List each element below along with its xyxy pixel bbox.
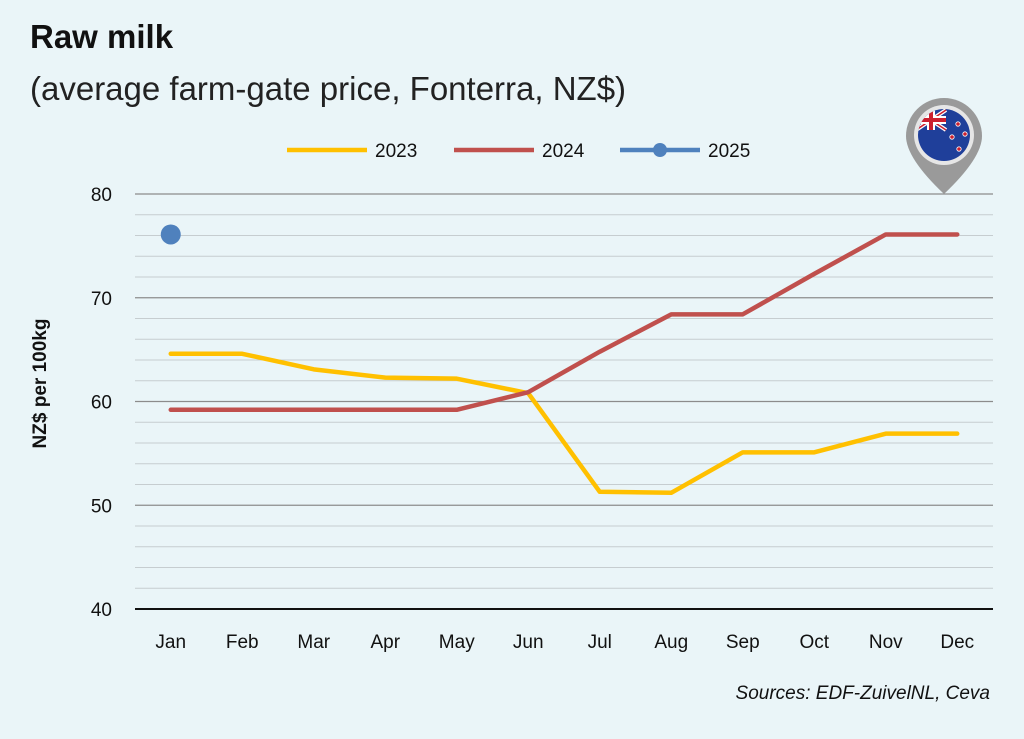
series-line-2024 bbox=[168, 232, 960, 413]
source-note: Sources: EDF-ZuivelNL, Ceva bbox=[735, 683, 990, 704]
x-tick-label: Mar bbox=[297, 632, 330, 653]
y-tick-label: 70 bbox=[91, 289, 112, 310]
x-tick-label: Jan bbox=[155, 632, 186, 653]
x-tick-label: Sep bbox=[726, 632, 760, 653]
x-tick-label: Jul bbox=[588, 632, 612, 653]
y-tick-label: 50 bbox=[91, 496, 112, 517]
x-tick-label: Oct bbox=[799, 632, 829, 653]
grid-lines bbox=[135, 193, 993, 589]
axes: 40 50 60 70 80 Jan Feb Mar Apr May Jun Jul Aug Sep Oct… bbox=[30, 185, 993, 653]
y-tick-label: 60 bbox=[91, 393, 112, 414]
legend-label-2023: 2023 bbox=[375, 141, 417, 162]
legend-label-2025: 2025 bbox=[708, 141, 750, 162]
y-axis-title: NZ$ per 100kg bbox=[30, 319, 51, 449]
chart-subtitle: (average farm-gate price, Fonterra, NZ$) bbox=[30, 70, 627, 107]
y-tick-label: 80 bbox=[91, 185, 112, 206]
x-tick-label: Apr bbox=[370, 632, 400, 653]
new-zealand-flag-pin-icon bbox=[906, 98, 982, 194]
chart-title: Raw milk bbox=[30, 18, 174, 55]
data-point-2025 bbox=[160, 224, 181, 245]
x-tick-label: Aug bbox=[654, 632, 688, 653]
x-tick-label: Dec bbox=[940, 632, 974, 653]
x-tick-label: Jun bbox=[513, 632, 544, 653]
x-tick-label: Feb bbox=[226, 632, 259, 653]
legend: 2023 2024 2025 bbox=[287, 141, 750, 162]
legend-marker-2025 bbox=[653, 143, 667, 157]
x-tick-label: Nov bbox=[869, 632, 903, 653]
series-line-2023 bbox=[168, 351, 960, 496]
x-tick-label: May bbox=[439, 632, 475, 653]
y-tick-label: 40 bbox=[91, 600, 112, 621]
series-lines bbox=[160, 224, 960, 496]
legend-label-2024: 2024 bbox=[542, 141, 585, 162]
